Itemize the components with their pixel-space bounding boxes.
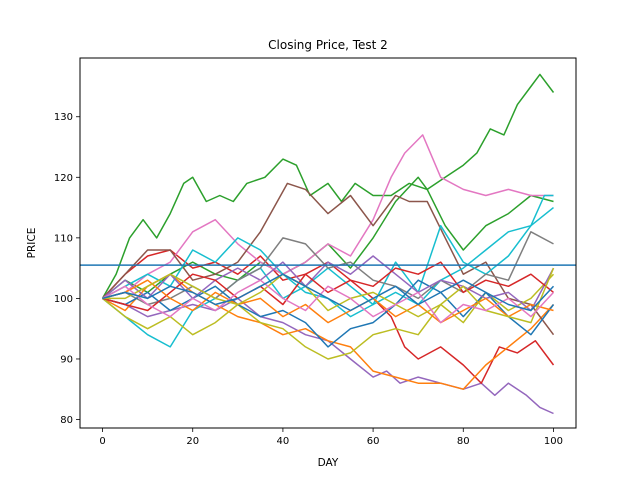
- y-tick-label: 120: [54, 173, 73, 184]
- y-tick-label: 130: [54, 112, 73, 123]
- x-tick-label: 40: [277, 436, 290, 447]
- x-axis-ticks: 0 20 40 60 80 100: [99, 428, 563, 447]
- chart-title: Closing Price, Test 2: [268, 38, 388, 52]
- series-line-17: [102, 279, 555, 324]
- series-line-10: [102, 231, 554, 306]
- y-tick-label: 110: [54, 233, 73, 244]
- series-line-7: [101, 182, 555, 336]
- x-tick-label: 0: [99, 436, 105, 447]
- y-tick-label: 80: [60, 415, 73, 426]
- series-line-18: [102, 273, 555, 312]
- series-line-13: [102, 255, 555, 312]
- series-line-14: [102, 261, 554, 312]
- y-tick-label: 100: [54, 294, 73, 305]
- series-line-6: [102, 134, 554, 300]
- series-line-5: [102, 273, 555, 390]
- series-line-1: [101, 73, 555, 299]
- x-tick-label: 100: [544, 436, 563, 447]
- series-line-3: [102, 297, 554, 415]
- series-line-12: [102, 279, 555, 348]
- plot-frame: [79, 57, 577, 429]
- y-axis-ticks: 80 90 100 110 120 130: [54, 112, 80, 426]
- x-tick-label: 20: [186, 436, 199, 447]
- y-axis-label: PRICE: [26, 228, 38, 259]
- series-layer: [101, 73, 555, 415]
- x-tick-label: 60: [367, 436, 380, 447]
- series-line-16: [102, 267, 555, 324]
- x-tick-label: 80: [457, 436, 470, 447]
- x-axis-label: DAY: [318, 457, 339, 469]
- y-tick-label: 90: [60, 354, 73, 365]
